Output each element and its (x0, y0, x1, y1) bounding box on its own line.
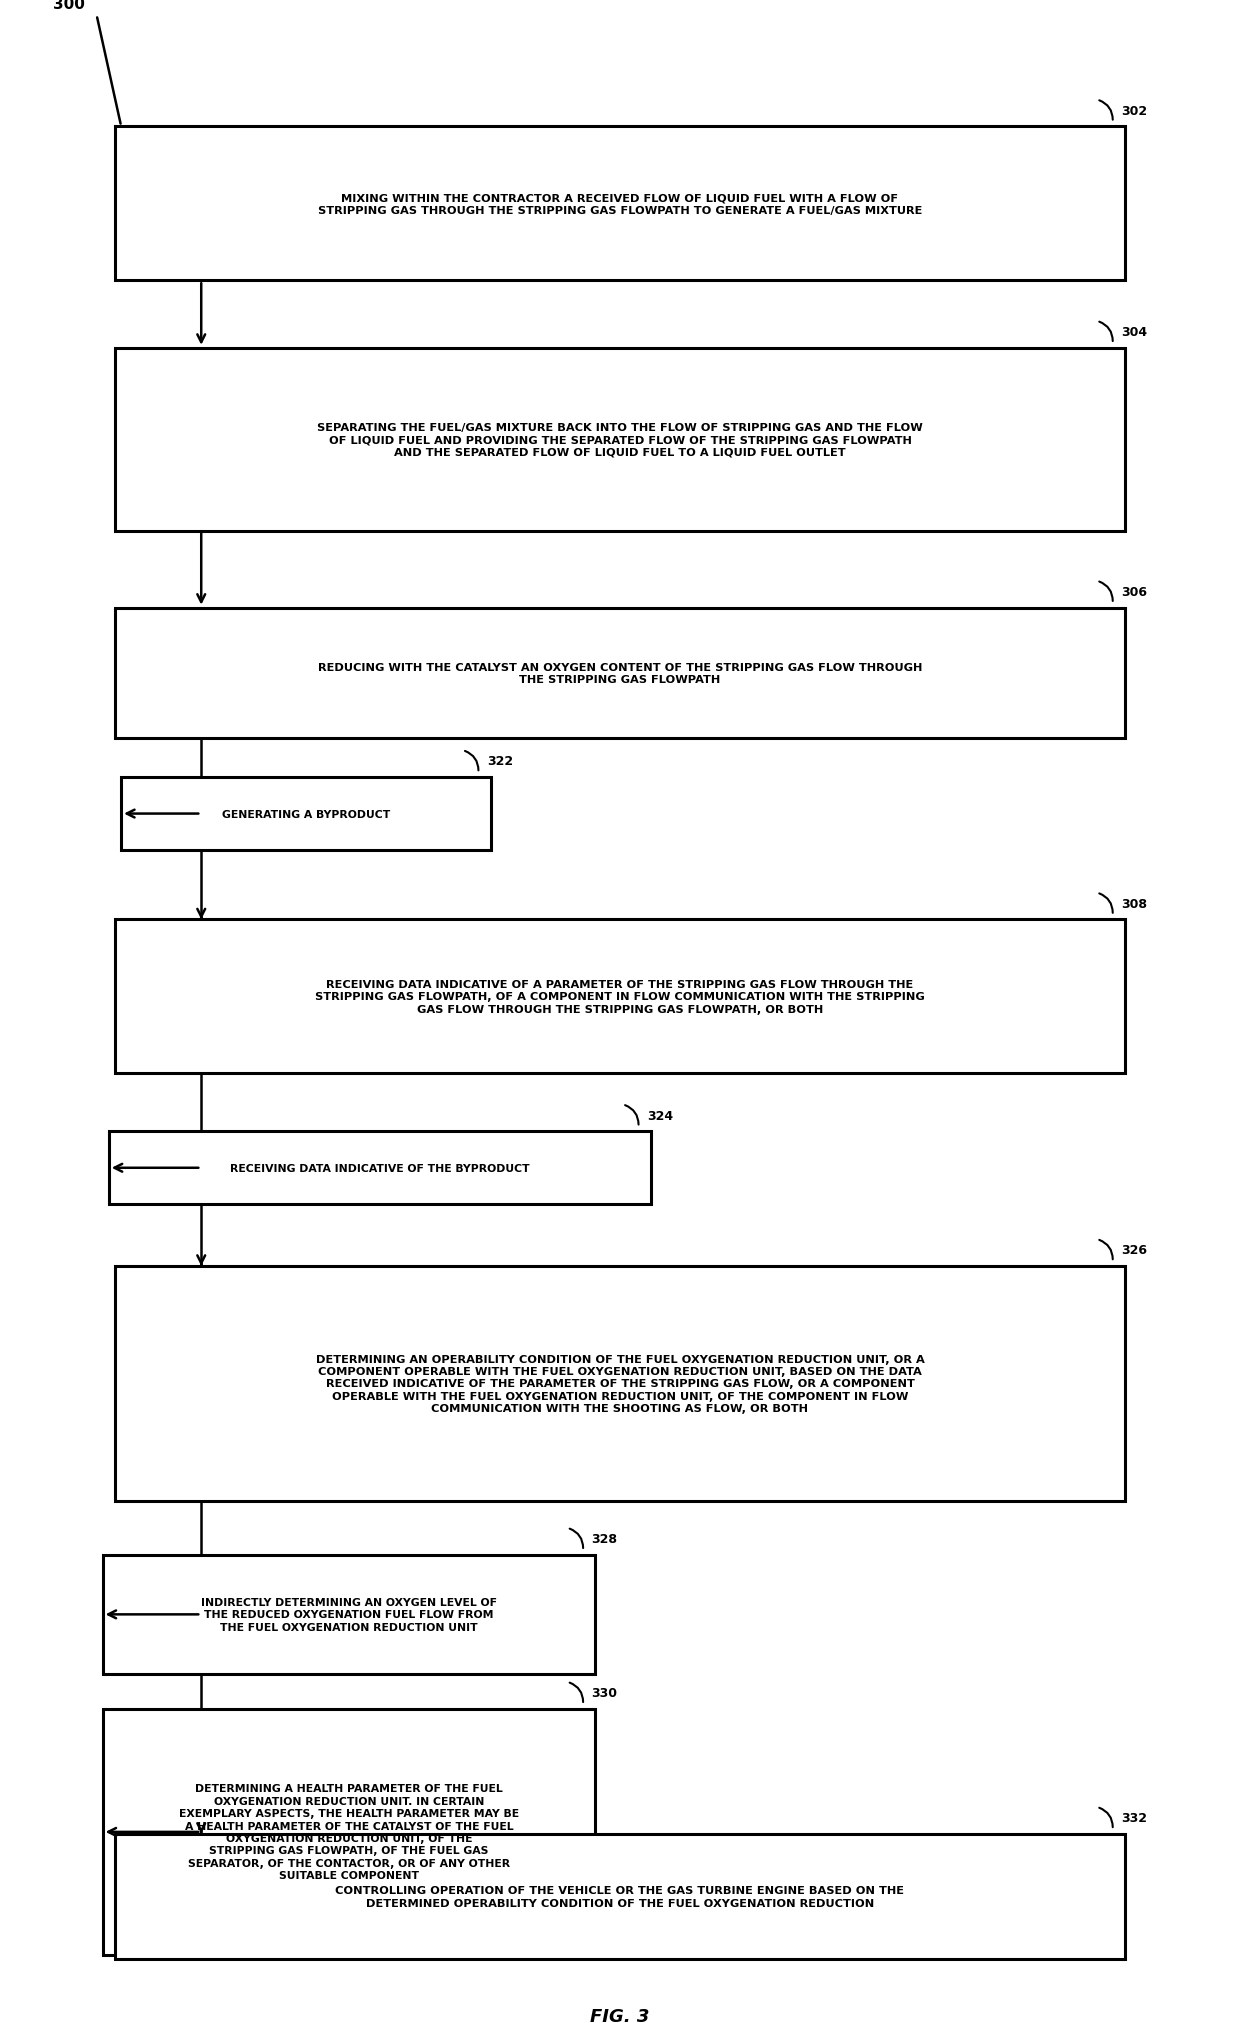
Text: 302: 302 (1121, 105, 1147, 117)
Text: 332: 332 (1121, 1811, 1147, 1825)
Bar (115, 920, 1125, 1074)
Bar (115, 348, 1125, 532)
Text: 328: 328 (591, 1531, 618, 1546)
Text: SEPARATING THE FUEL/GAS MIXTURE BACK INTO THE FLOW OF STRIPPING GAS AND THE FLOW: SEPARATING THE FUEL/GAS MIXTURE BACK INT… (317, 423, 923, 457)
Text: 322: 322 (487, 755, 513, 769)
Bar (109, 1131, 651, 1206)
Text: DETERMINING A HEALTH PARAMETER OF THE FUEL
OXYGENATION REDUCTION UNIT. IN CERTAI: DETERMINING A HEALTH PARAMETER OF THE FU… (179, 1784, 520, 1879)
Text: RECEIVING DATA INDICATIVE OF THE BYPRODUCT: RECEIVING DATA INDICATIVE OF THE BYPRODU… (229, 1163, 529, 1173)
Text: 306: 306 (1121, 587, 1147, 599)
Bar (115, 1835, 1125, 1958)
Text: DETERMINING AN OPERABILITY CONDITION OF THE FUEL OXYGENATION REDUCTION UNIT, OR : DETERMINING AN OPERABILITY CONDITION OF … (316, 1353, 924, 1414)
Text: 300: 300 (53, 0, 86, 12)
Text: RECEIVING DATA INDICATIVE OF A PARAMETER OF THE STRIPPING GAS FLOW THROUGH THE
S: RECEIVING DATA INDICATIVE OF A PARAMETER… (315, 979, 925, 1014)
Text: CONTROLLING OPERATION OF THE VEHICLE OR THE GAS TURBINE ENGINE BASED ON THE
DETE: CONTROLLING OPERATION OF THE VEHICLE OR … (336, 1885, 904, 1908)
Bar (103, 1709, 595, 1954)
Bar (122, 777, 491, 852)
Text: 330: 330 (591, 1687, 618, 1699)
Bar (115, 127, 1125, 281)
Text: 326: 326 (1121, 1244, 1147, 1256)
Bar (115, 609, 1125, 738)
Text: FIG. 3: FIG. 3 (590, 2007, 650, 2023)
Text: 324: 324 (647, 1109, 673, 1123)
Text: GENERATING A BYPRODUCT: GENERATING A BYPRODUCT (222, 809, 391, 819)
Text: REDUCING WITH THE CATALYST AN OXYGEN CONTENT OF THE STRIPPING GAS FLOW THROUGH
T: REDUCING WITH THE CATALYST AN OXYGEN CON… (317, 662, 923, 686)
Bar (103, 1556, 595, 1675)
Text: INDIRECTLY DETERMINING AN OXYGEN LEVEL OF
THE REDUCED OXYGENATION FUEL FLOW FROM: INDIRECTLY DETERMINING AN OXYGEN LEVEL O… (201, 1598, 497, 1633)
Text: MIXING WITHIN THE CONTRACTOR A RECEIVED FLOW OF LIQUID FUEL WITH A FLOW OF
STRIP: MIXING WITHIN THE CONTRACTOR A RECEIVED … (317, 192, 923, 214)
Bar (115, 1266, 1125, 1501)
Text: 304: 304 (1121, 326, 1147, 340)
Text: 308: 308 (1121, 898, 1147, 910)
